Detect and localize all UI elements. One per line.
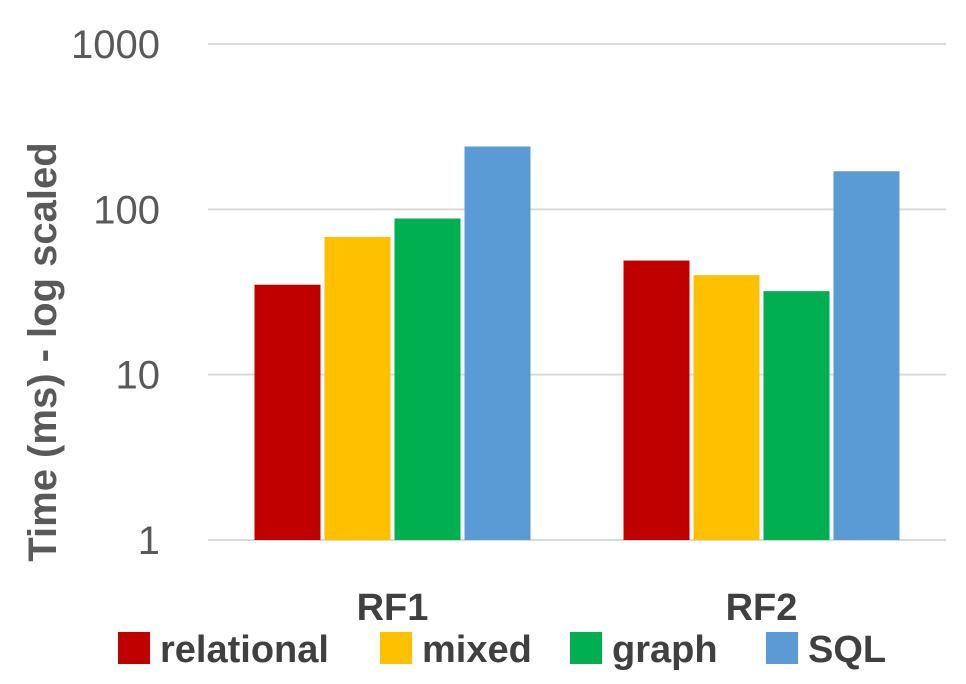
x-axis-ticks: RF1 RF2 xyxy=(357,587,798,629)
legend-swatch-graph xyxy=(570,632,602,664)
legend-label-sql: SQL xyxy=(808,629,886,671)
y-axis-label: Time (ms) - log scaled xyxy=(21,142,65,561)
bars xyxy=(254,146,900,540)
x-tick-label: RF2 xyxy=(726,587,798,629)
bar-sql-rf1 xyxy=(464,146,531,540)
y-axis-ticks: 1 10 100 1000 xyxy=(71,23,160,563)
bar-graph-rf1 xyxy=(394,218,461,540)
bar-sql-rf2 xyxy=(833,171,900,540)
y-tick-label: 100 xyxy=(93,188,160,232)
bar-mixed-rf2 xyxy=(693,275,760,540)
y-tick-label: 10 xyxy=(116,354,161,398)
legend-swatch-relational xyxy=(118,632,150,664)
legend-label-relational: relational xyxy=(160,629,329,671)
legend-swatch-mixed xyxy=(380,632,412,664)
legend-label-graph: graph xyxy=(612,629,718,671)
bar-relational-rf1 xyxy=(254,284,321,540)
y-tick-label: 1 xyxy=(138,519,160,563)
y-tick-label: 1000 xyxy=(71,23,160,67)
bar-relational-rf2 xyxy=(623,260,690,540)
x-tick-label: RF1 xyxy=(357,587,429,629)
bar-mixed-rf1 xyxy=(324,237,391,540)
bar-graph-rf2 xyxy=(763,291,830,540)
legend-swatch-sql xyxy=(766,632,798,664)
legend: relational mixed graph SQL xyxy=(118,629,886,671)
legend-label-mixed: mixed xyxy=(422,629,532,671)
